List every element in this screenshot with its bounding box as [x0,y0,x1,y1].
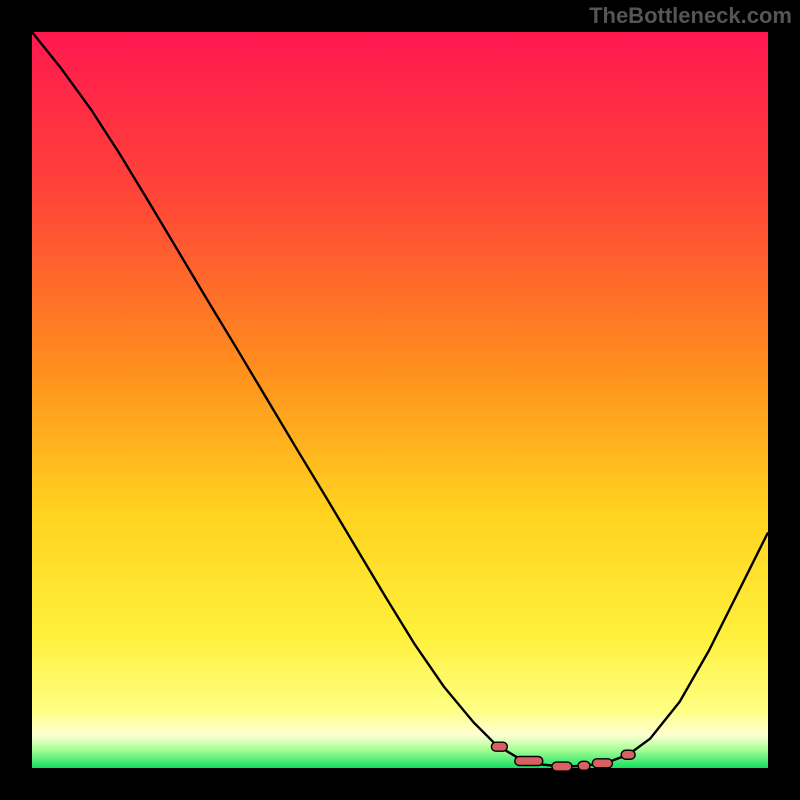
curve-marker [552,762,572,771]
chart-container: TheBottleneck.com [0,0,800,800]
curve-marker [621,750,635,759]
plot-area [32,32,768,768]
bottleneck-chart [0,0,800,800]
curve-marker [592,759,612,768]
curve-marker [515,757,543,766]
attribution-text: TheBottleneck.com [589,3,792,29]
curve-marker [491,742,507,751]
curve-marker [578,761,590,770]
